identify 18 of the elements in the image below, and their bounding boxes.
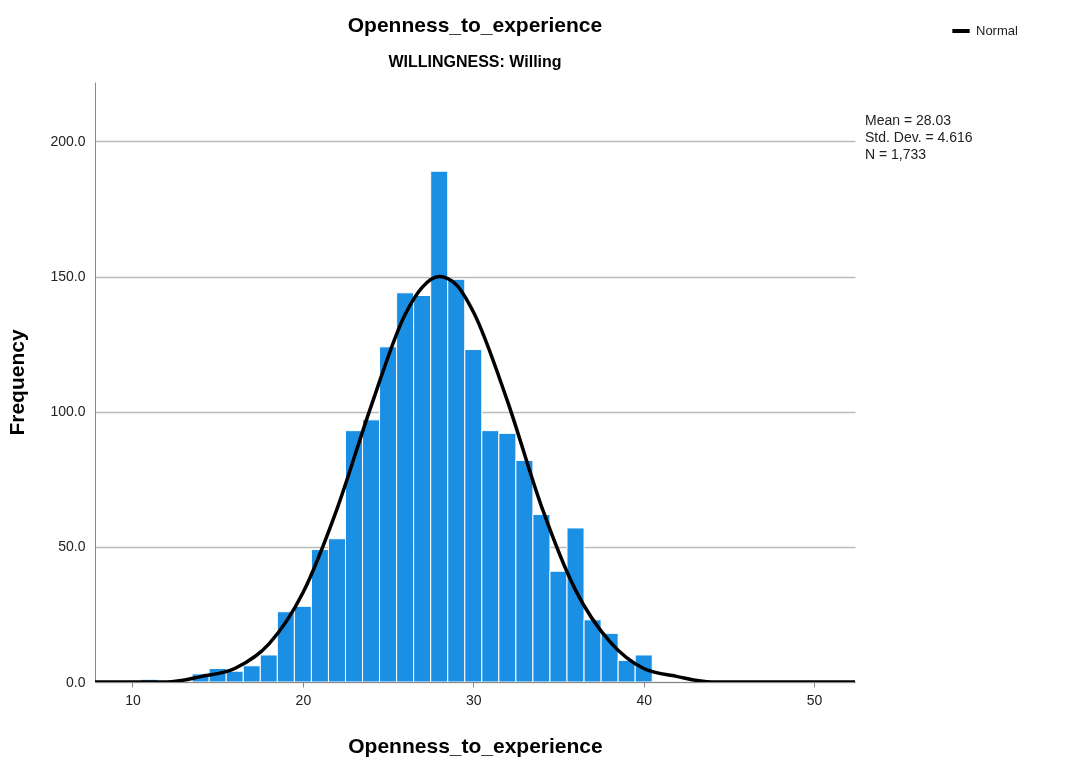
x-tick-label: 50 (806, 691, 823, 708)
x-axis-title: Openness_to_experience (348, 733, 603, 757)
x-tick-label: 20 (295, 691, 312, 708)
y-tick-label: 150.0 (50, 268, 86, 285)
chart-subtitle: WILLINGNESS: Willing (388, 53, 562, 70)
text: Std. Dev. = 4.616 (865, 129, 973, 145)
x-tick-label: 10 (125, 691, 141, 708)
y-tick-label: 0.0 (66, 673, 86, 690)
x-tick-label: 30 (466, 691, 482, 708)
chart-title: Openness_to_experience (347, 13, 603, 36)
y-tick-label: 200.0 (50, 132, 86, 149)
text: Mean = 28.03 (865, 112, 952, 128)
y-axis-title: Frequency (5, 329, 29, 436)
y-tick-label: 100.0 (50, 403, 86, 420)
x-tick-label: 40 (636, 691, 653, 708)
y-tick-label: 50.0 (58, 538, 86, 555)
legend-label: Normal (976, 23, 1019, 38)
text: N = 1,733 (865, 146, 927, 162)
